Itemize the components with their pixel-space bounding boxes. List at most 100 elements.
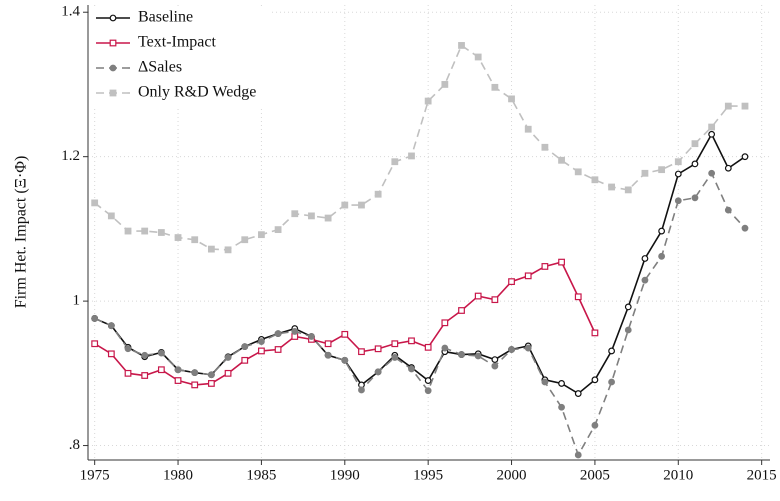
data-point xyxy=(141,372,149,379)
data-point xyxy=(524,125,532,133)
x-tick-label: 2010 xyxy=(663,467,693,483)
legend-marker xyxy=(109,64,117,72)
data-point xyxy=(524,344,532,352)
data-point xyxy=(358,201,365,209)
x-tick-label: 2000 xyxy=(497,467,527,483)
data-point xyxy=(324,214,332,222)
data-point xyxy=(141,227,149,235)
data-point xyxy=(741,153,749,161)
data-point xyxy=(424,387,432,395)
data-point xyxy=(141,351,149,359)
data-point xyxy=(191,381,199,389)
x-tick-label: 1985 xyxy=(246,467,276,483)
data-point xyxy=(524,272,532,280)
data-point xyxy=(291,210,299,218)
data-point xyxy=(341,201,349,209)
data-point xyxy=(308,212,315,220)
y-tick-label: 1.2 xyxy=(61,148,80,164)
data-point xyxy=(574,451,582,459)
data-point xyxy=(708,130,716,138)
data-point xyxy=(191,236,199,244)
data-point xyxy=(491,356,499,364)
data-point xyxy=(508,278,515,286)
data-point xyxy=(374,345,382,353)
data-point xyxy=(374,368,382,376)
data-point xyxy=(241,343,249,351)
data-point xyxy=(341,330,349,338)
data-point xyxy=(241,236,249,244)
data-point xyxy=(458,307,465,314)
data-point xyxy=(124,369,132,377)
data-point xyxy=(224,369,232,377)
data-point xyxy=(157,366,165,374)
data-point xyxy=(124,227,132,235)
data-point xyxy=(91,199,99,207)
data-point xyxy=(474,292,482,300)
data-point xyxy=(558,258,565,266)
data-point xyxy=(274,346,282,353)
data-point xyxy=(258,231,265,239)
data-point xyxy=(157,349,165,357)
data-point xyxy=(708,169,716,177)
data-point xyxy=(724,206,732,214)
data-point xyxy=(591,176,599,184)
y-axis-label: Firm Het. Impact (Ξ·Φ) xyxy=(13,156,30,309)
data-point xyxy=(724,102,732,110)
data-point xyxy=(391,354,399,361)
data-point xyxy=(157,229,165,236)
series-line xyxy=(94,261,596,386)
data-point xyxy=(358,386,365,394)
data-point xyxy=(441,81,449,88)
data-point xyxy=(324,340,332,348)
y-tick-label: 1.4 xyxy=(61,4,80,20)
legend-marker xyxy=(109,89,117,97)
data-point xyxy=(608,378,615,386)
y-tick-label: .8 xyxy=(69,437,80,453)
data-point xyxy=(608,347,615,355)
data-point xyxy=(574,293,582,301)
data-point xyxy=(658,227,666,235)
x-tick-label: 1990 xyxy=(330,467,360,483)
data-point xyxy=(491,83,499,91)
data-point xyxy=(291,328,299,335)
data-point xyxy=(224,354,232,361)
data-point xyxy=(391,158,399,166)
data-point xyxy=(324,351,332,359)
data-point xyxy=(591,421,599,429)
data-point xyxy=(541,143,549,151)
data-point xyxy=(341,356,349,364)
data-point xyxy=(207,245,215,253)
data-point xyxy=(491,296,499,304)
legend-marker xyxy=(109,39,117,47)
data-point xyxy=(124,345,132,353)
x-tick-label: 1995 xyxy=(413,467,443,483)
data-point xyxy=(308,333,315,340)
data-point xyxy=(174,234,182,241)
legend-box xyxy=(92,7,272,107)
y-tick-label: 1 xyxy=(73,293,81,309)
data-point xyxy=(574,168,582,176)
data-point xyxy=(591,376,599,384)
data-point xyxy=(224,246,232,254)
data-point xyxy=(474,352,482,360)
data-point xyxy=(608,183,615,191)
data-point xyxy=(91,315,99,322)
data-point xyxy=(391,340,399,348)
data-point xyxy=(658,166,666,174)
data-point xyxy=(474,53,482,61)
data-point xyxy=(541,263,549,270)
data-point xyxy=(441,344,449,352)
data-point xyxy=(174,377,182,384)
data-point xyxy=(424,97,432,105)
data-point xyxy=(207,380,215,387)
legend-label: ΔSales xyxy=(138,59,182,76)
legend-label: Only R&D Wedge xyxy=(138,84,256,101)
data-point xyxy=(424,343,432,351)
data-point xyxy=(724,164,732,172)
data-point xyxy=(591,329,599,337)
series-line xyxy=(94,44,745,251)
data-point xyxy=(558,403,565,411)
data-point xyxy=(624,326,632,334)
data-point xyxy=(541,378,549,386)
